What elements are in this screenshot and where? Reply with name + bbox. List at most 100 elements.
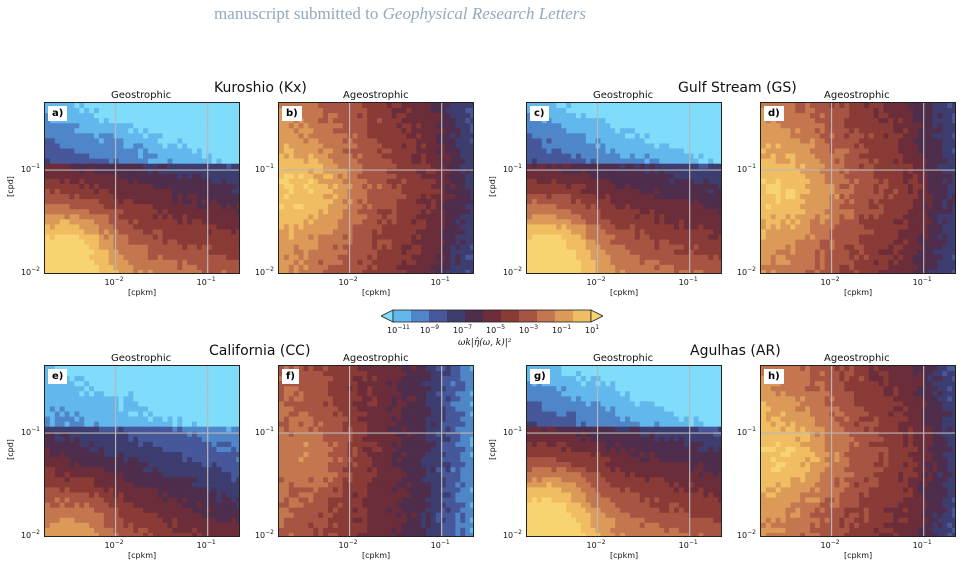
heatmap-cell — [138, 254, 144, 261]
heatmap-cell — [172, 194, 178, 200]
heatmap-cell — [761, 113, 767, 119]
heatmap-cell — [883, 108, 889, 114]
heatmap-cell — [367, 138, 373, 145]
heatmap-cell — [226, 163, 232, 170]
heatmap-cell — [216, 153, 222, 160]
heatmap-cell — [347, 254, 354, 261]
heatmap-cell — [615, 264, 621, 271]
heatmap-cell — [912, 133, 919, 140]
heatmap-cell — [634, 244, 641, 251]
heatmap-cell — [834, 118, 840, 124]
heatmap-cell — [318, 219, 324, 226]
heatmap-cell — [703, 209, 709, 215]
heatmap-cell — [401, 113, 407, 119]
heatmap-cell — [216, 244, 222, 251]
heatmap-cell — [283, 264, 290, 271]
heatmap-cell — [595, 128, 602, 134]
heatmap-cell — [103, 259, 110, 266]
heatmap-cell — [147, 269, 154, 273]
heatmap-cell — [367, 249, 373, 256]
heatmap-cell — [824, 143, 831, 150]
heatmap-cell — [654, 244, 660, 251]
heatmap-cell — [566, 254, 572, 261]
heatmap-cell — [551, 204, 557, 210]
heatmap-cell — [531, 133, 538, 140]
heatmap-cell — [362, 123, 368, 129]
heatmap-cell — [201, 249, 208, 256]
heatmap-cell — [561, 143, 567, 150]
heatmap-cell — [231, 163, 237, 170]
heatmap-cell — [357, 103, 363, 109]
heatmap-cell — [416, 133, 422, 140]
heatmap-cell — [703, 254, 709, 261]
heatmap-cell — [231, 224, 237, 231]
heatmap-cell — [49, 153, 56, 160]
heatmap-cell — [893, 178, 899, 185]
heatmap-cell — [600, 219, 606, 226]
heatmap-cell — [133, 178, 139, 185]
heatmap-cell — [693, 209, 700, 215]
heatmap-cell — [138, 204, 144, 210]
heatmap-cell — [952, 204, 955, 210]
heatmap-cell — [460, 239, 466, 246]
heatmap-cell — [103, 264, 110, 271]
heatmap-cell — [790, 143, 796, 150]
heatmap-cell — [211, 148, 218, 155]
heatmap-cell — [79, 133, 85, 140]
heatmap-cell — [381, 178, 388, 185]
heatmap-cell — [411, 123, 417, 129]
heatmap-cell — [401, 204, 407, 210]
heatmap-cell — [878, 143, 885, 150]
heatmap-cell — [629, 173, 636, 180]
heatmap-cell — [74, 239, 80, 246]
heatmap-cell — [844, 204, 850, 210]
heatmap-cell — [863, 199, 870, 205]
heatmap-cell — [912, 178, 919, 185]
heatmap-cell — [231, 113, 237, 119]
heatmap-cell — [445, 103, 452, 109]
heatmap-cell — [401, 214, 407, 220]
heatmap-cell — [352, 173, 358, 180]
heatmap-cell — [445, 229, 452, 236]
heatmap-cell — [406, 163, 412, 170]
heatmap-cell — [323, 148, 329, 155]
heatmap-cell — [337, 229, 344, 236]
heatmap-cell — [460, 224, 466, 231]
heatmap-cell — [435, 118, 442, 124]
heatmap-cell — [79, 229, 85, 236]
heatmap-cell — [396, 194, 403, 200]
heatmap-cell — [367, 123, 373, 129]
heatmap-cell — [674, 128, 680, 134]
heatmap-cell — [303, 183, 309, 190]
heatmap-cell — [279, 269, 285, 273]
heatmap-cell — [152, 229, 159, 236]
heatmap-cell — [460, 143, 466, 150]
heatmap-cell — [824, 194, 831, 200]
heatmap-cell — [196, 264, 203, 271]
heatmap-cell — [108, 264, 115, 271]
heatmap-cell — [396, 143, 403, 150]
heatmap-cell — [89, 118, 95, 124]
heatmap-cell — [932, 118, 938, 124]
heatmap-cell — [103, 244, 110, 251]
heatmap-cell — [108, 148, 115, 155]
heatmap-cell — [303, 148, 309, 155]
heatmap-cell — [357, 204, 363, 210]
heatmap-cell — [236, 128, 239, 134]
heatmap-cell — [620, 153, 626, 160]
heatmap-cell — [372, 168, 378, 175]
heatmap-cell — [576, 209, 582, 215]
heatmap-cell — [89, 138, 95, 145]
heatmap-cell — [421, 128, 427, 134]
heatmap-cell — [84, 148, 90, 155]
heatmap-cell — [839, 108, 845, 114]
heatmap-cell — [576, 229, 582, 236]
heatmap-cell — [157, 189, 164, 195]
heatmap-cell — [674, 249, 680, 256]
heatmap-cell — [942, 183, 948, 190]
heatmap-cell — [561, 113, 567, 119]
heatmap-cell — [89, 128, 95, 134]
heatmap-cell — [639, 163, 646, 170]
heatmap-cell — [683, 168, 690, 175]
heatmap-cell — [571, 163, 577, 170]
